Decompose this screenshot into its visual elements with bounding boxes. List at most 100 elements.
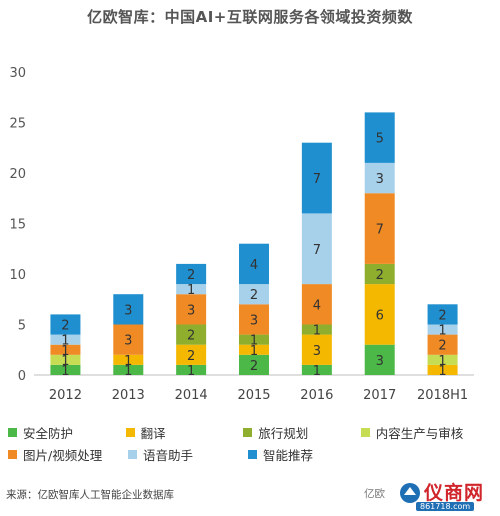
bar-segment xyxy=(364,263,395,285)
legend-swatch xyxy=(360,427,370,437)
bar-segment xyxy=(301,284,332,325)
data-label: 2 xyxy=(187,349,195,364)
x-tick-label: 2014 xyxy=(175,388,208,403)
legend-item: 翻译 xyxy=(125,423,244,442)
data-label: 4 xyxy=(313,298,321,313)
data-label: 1 xyxy=(313,364,321,379)
legend-swatch xyxy=(243,427,253,437)
bar-segment xyxy=(113,324,144,355)
y-tick-label: 25 xyxy=(9,117,26,132)
bar-segment xyxy=(176,364,207,375)
bar-segment xyxy=(113,364,144,375)
data-label: 2 xyxy=(61,319,69,334)
watermark-url: 861718.com xyxy=(416,502,475,511)
y-tick-label: 0 xyxy=(18,369,26,384)
data-label: 1 xyxy=(250,344,258,359)
watermark-brand: 仪商网 xyxy=(424,482,485,504)
bar-segment xyxy=(239,354,269,375)
data-label: 1 xyxy=(250,334,258,349)
bar-segment xyxy=(239,334,269,345)
y-tick-label: 15 xyxy=(9,218,26,233)
bar-segment xyxy=(176,324,207,345)
legend-label: 旅行规划 xyxy=(258,425,309,441)
bar-segment xyxy=(50,364,81,375)
data-label: 3 xyxy=(250,313,258,328)
data-label: 1 xyxy=(438,364,446,379)
data-label: 7 xyxy=(313,172,321,187)
bar-segment xyxy=(301,334,332,365)
data-label: 3 xyxy=(187,303,195,318)
legend-row: 安全防护 翻译 旅行规划 内容生产与审核 xyxy=(8,421,498,443)
legend-swatch xyxy=(125,427,135,437)
data-label: 6 xyxy=(376,308,384,323)
bar-segment xyxy=(239,344,269,355)
watermark-left-text: 亿欧 xyxy=(364,488,385,500)
x-tick-label: 2015 xyxy=(237,388,270,403)
data-label: 2 xyxy=(250,288,258,303)
legend-swatch xyxy=(8,449,17,459)
bar-segment xyxy=(364,284,395,345)
bar-segment xyxy=(113,294,144,325)
bar-segment xyxy=(176,263,207,285)
data-label: 1 xyxy=(61,354,69,369)
bar-segment xyxy=(50,334,81,345)
data-label: 1 xyxy=(313,324,321,339)
bar-segment xyxy=(364,193,395,264)
bar-segment xyxy=(427,334,458,355)
legend-swatch xyxy=(128,449,137,459)
bar-segment xyxy=(364,162,395,194)
legend-row: 图片/视频处理 语音助手 智能推荐 xyxy=(8,443,498,465)
bar-segment xyxy=(427,364,458,375)
legend-item: 图片/视频处理 xyxy=(8,445,128,464)
data-label: 1 xyxy=(124,364,132,379)
data-label: 7 xyxy=(376,223,384,238)
legend-item: 安全防护 xyxy=(8,423,126,442)
data-label: 3 xyxy=(124,334,132,349)
y-tick-label: 20 xyxy=(9,167,26,182)
data-label: 3 xyxy=(376,172,384,187)
y-tick-label: 30 xyxy=(9,66,26,81)
x-tick-label: 2018H1 xyxy=(417,388,468,403)
bar-segment xyxy=(301,142,332,214)
bar-segment xyxy=(176,344,207,365)
data-label: 2 xyxy=(187,329,195,344)
bar-segment xyxy=(427,304,458,325)
data-label: 2 xyxy=(438,339,446,354)
data-label: 1 xyxy=(438,324,446,339)
source-note: 来源：亿欧智库人工智能企业数据库 xyxy=(6,489,174,501)
legend-label: 语音助手 xyxy=(143,447,194,463)
bar-segment xyxy=(239,284,269,305)
x-tick-label: 2017 xyxy=(363,388,396,403)
bar-segment xyxy=(239,304,269,335)
x-tick-label: 2016 xyxy=(300,388,333,403)
data-label: 4 xyxy=(250,258,258,273)
data-label: 1 xyxy=(124,354,132,369)
data-label: 1 xyxy=(61,334,69,349)
bar-segment xyxy=(176,284,207,295)
y-tick-label: 5 xyxy=(18,319,26,334)
bar-segment xyxy=(427,354,458,365)
legend-label: 翻译 xyxy=(140,425,166,441)
data-label: 5 xyxy=(376,132,384,147)
bar-segment xyxy=(50,344,81,355)
data-label: 1 xyxy=(187,283,195,298)
legend-item: 智能推荐 xyxy=(248,445,368,464)
x-tick-label: 2013 xyxy=(112,388,145,403)
legend-item: 语音助手 xyxy=(128,445,248,464)
data-label: 1 xyxy=(61,364,69,379)
legend-swatch xyxy=(8,427,17,437)
bar-segment xyxy=(301,364,332,375)
chart-title: 亿欧智库：中国AI+互联网服务各领域投资频数 xyxy=(87,8,413,26)
legend-label: 安全防护 xyxy=(23,425,74,441)
data-label: 7 xyxy=(313,243,321,258)
data-label: 1 xyxy=(438,354,446,369)
bar-segment xyxy=(176,294,207,325)
bar-segment xyxy=(427,324,458,335)
legend-label: 图片/视频处理 xyxy=(23,447,103,463)
x-tick-label: 2012 xyxy=(49,388,82,403)
data-label: 3 xyxy=(313,344,321,359)
data-label: 3 xyxy=(376,354,384,369)
legend-swatch xyxy=(248,449,257,459)
